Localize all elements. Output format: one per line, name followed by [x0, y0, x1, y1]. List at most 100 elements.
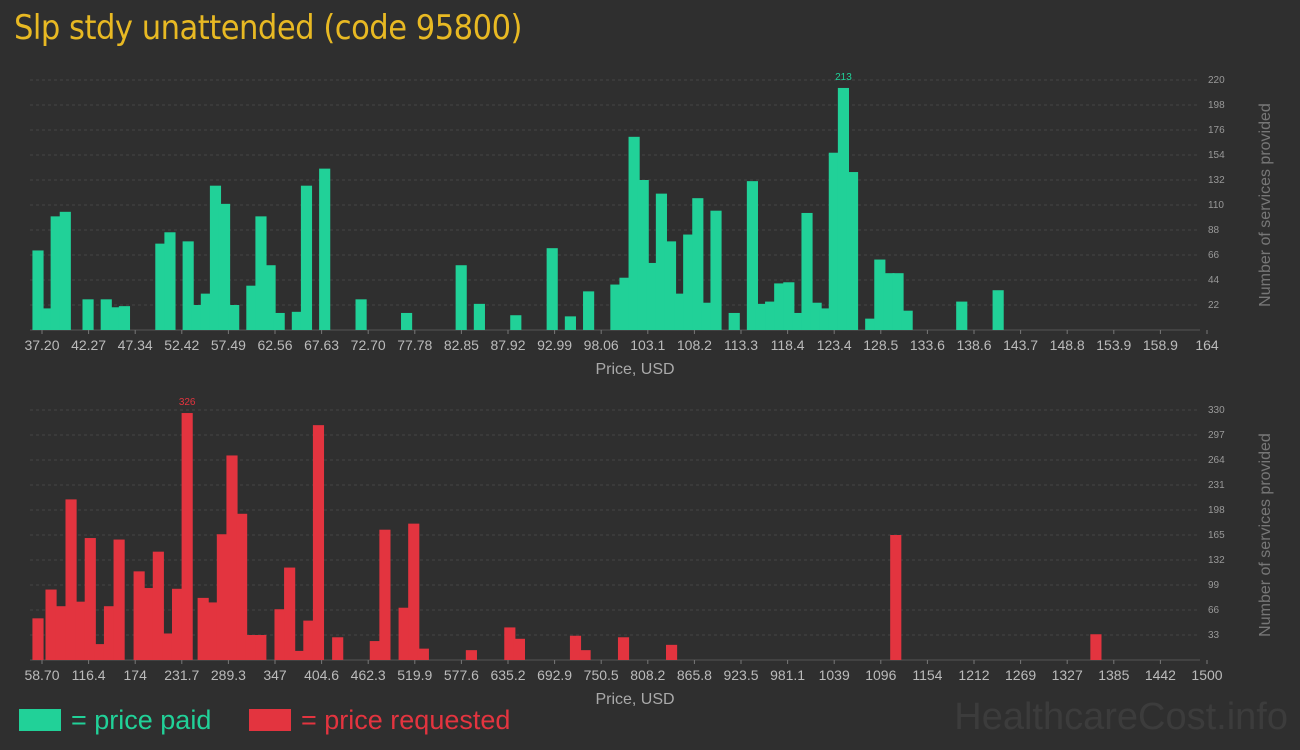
- bar: [133, 571, 145, 660]
- bar: [774, 283, 786, 330]
- x-tick-label: 116.4: [72, 667, 106, 683]
- bar: [45, 589, 57, 660]
- x-tick-label: 98.06: [584, 337, 619, 353]
- bar: [65, 499, 77, 660]
- legend-requested-swatch: [249, 709, 291, 731]
- legend-paid-swatch: [19, 709, 61, 731]
- bar: [828, 152, 840, 330]
- bar: [162, 633, 174, 660]
- bar: [291, 311, 303, 330]
- bar: [646, 262, 658, 330]
- x-tick-label: 77.78: [397, 337, 432, 353]
- bar: [255, 635, 267, 660]
- bar: [197, 597, 209, 660]
- bar: [728, 312, 740, 330]
- x-tick-label: 118.4: [771, 337, 805, 353]
- bar: [837, 87, 850, 330]
- legend-requested-label: = price requested: [301, 704, 511, 735]
- y-tick-label: 165: [1208, 530, 1225, 541]
- bar: [284, 567, 296, 660]
- bar: [510, 315, 522, 330]
- bar: [692, 198, 704, 330]
- bar: [379, 529, 391, 660]
- x-tick-label: 1039: [819, 667, 850, 683]
- x-tick-label: 1442: [1145, 667, 1176, 683]
- x-tick-label: 164: [1195, 337, 1219, 353]
- bar: [504, 627, 516, 660]
- y-tick-label: 132: [1208, 555, 1225, 566]
- x-tick-label: 148.8: [1050, 337, 1085, 353]
- bar: [408, 523, 420, 660]
- y-tick-label: 132: [1208, 175, 1225, 186]
- bar: [255, 216, 267, 330]
- bar: [792, 312, 804, 330]
- bar: [1090, 634, 1102, 660]
- bar: [710, 210, 722, 330]
- bar: [465, 650, 477, 660]
- x-tick-label: 808.2: [630, 667, 665, 683]
- bar: [191, 305, 203, 330]
- bar: [118, 306, 131, 330]
- bar: [200, 293, 212, 330]
- x-axis-title: Price, USD: [595, 691, 674, 708]
- bar: [59, 211, 71, 330]
- x-tick-label: 62.56: [257, 337, 292, 353]
- bar: [865, 318, 877, 330]
- bar: [810, 302, 822, 330]
- x-tick-label: 87.92: [490, 337, 525, 353]
- bar: [181, 413, 193, 660]
- bar: [155, 243, 167, 330]
- bar: [683, 234, 695, 330]
- bar: [674, 293, 686, 330]
- x-tick-label: 113.3: [724, 337, 758, 353]
- x-tick-label: 133.6: [910, 337, 945, 353]
- bar: [892, 273, 904, 330]
- x-tick-label: 1269: [1005, 667, 1036, 683]
- bar: [171, 588, 184, 660]
- x-tick-label: 1154: [912, 667, 942, 683]
- legend-paid-label: = price paid: [71, 704, 212, 735]
- bar: [846, 172, 859, 330]
- y-tick-label: 110: [1208, 200, 1224, 211]
- x-tick-label: 138.6: [956, 337, 991, 353]
- bar: [50, 216, 62, 330]
- bar: [32, 250, 44, 330]
- bar: [236, 513, 248, 660]
- bar: [41, 308, 53, 330]
- x-tick-label: 158.9: [1143, 337, 1178, 353]
- x-tick-label: 143.7: [1003, 337, 1038, 353]
- price-requested-chart: 33 66 99 132 165 198 231 264 297 330 58.70 116.4 174…: [24, 397, 1274, 708]
- bar: [874, 259, 886, 330]
- legend-price-paid: = price paid: [19, 703, 211, 737]
- y-tick-label: 66: [1208, 250, 1220, 261]
- bar: [901, 310, 913, 330]
- x-tick-label: 92.99: [537, 337, 572, 353]
- bar: [264, 265, 276, 330]
- bar: [765, 301, 777, 330]
- x-tick-label: 1385: [1098, 667, 1129, 683]
- x-tick-label: 1327: [1052, 667, 1083, 683]
- x-tick-label: 52.42: [164, 337, 199, 353]
- x-tick-label: 58.70: [24, 667, 59, 683]
- bar: [701, 302, 713, 330]
- x-tick-label: 1212: [958, 667, 989, 683]
- y-tick-label: 99: [1208, 580, 1220, 591]
- bar: [332, 637, 344, 660]
- bar: [417, 648, 429, 660]
- bar: [182, 241, 194, 330]
- bar: [665, 644, 678, 660]
- bar: [513, 638, 526, 660]
- bar: [569, 635, 582, 660]
- bar: [216, 534, 228, 660]
- x-tick-label: 37.20: [24, 337, 59, 353]
- page-title: Slp stdy unattended (code 95800): [14, 8, 522, 48]
- x-tick-label: 577.6: [444, 667, 479, 683]
- bar: [455, 265, 467, 330]
- x-tick-label: 923.5: [723, 667, 758, 683]
- y-axis-title: Number of services provided: [1257, 103, 1274, 307]
- y-tick-label: 231: [1208, 480, 1225, 491]
- bar: [579, 650, 591, 660]
- x-tick-label: 1096: [865, 667, 896, 683]
- x-tick-label: 519.9: [397, 667, 432, 683]
- x-tick-label: 404.6: [304, 667, 339, 683]
